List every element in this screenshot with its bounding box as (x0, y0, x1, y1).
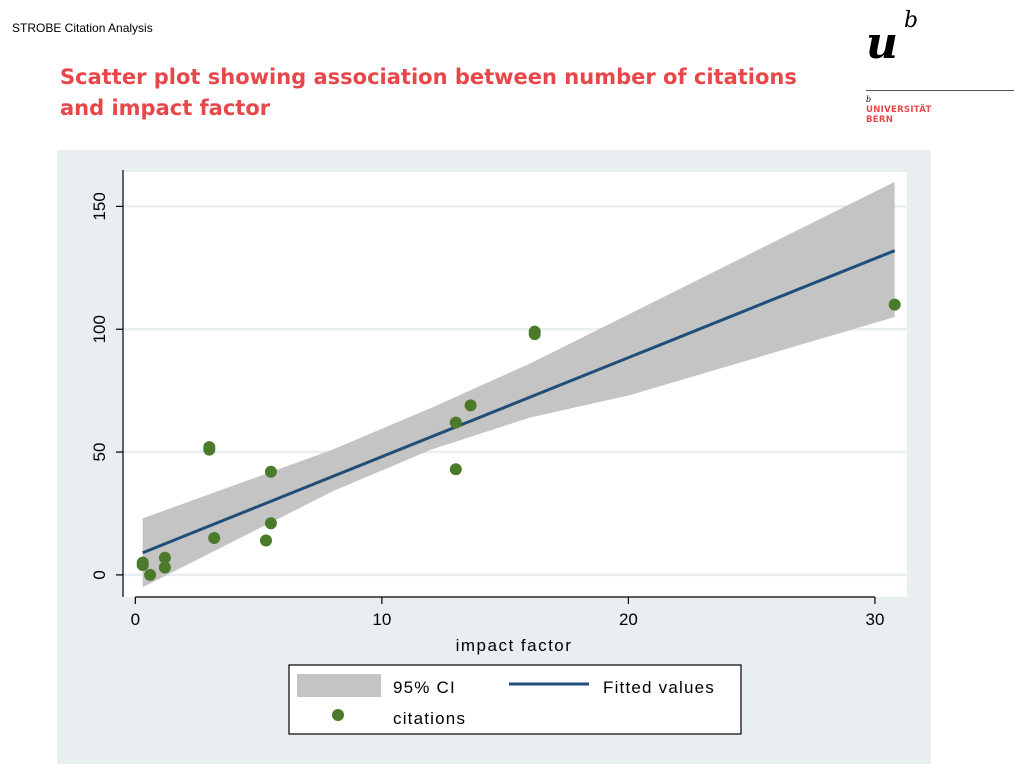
data-point-3 (158, 561, 171, 574)
x-tick-label-30: 30 (865, 610, 884, 629)
ci-band (142, 181, 895, 588)
y-tick-label-0: 0 (90, 570, 109, 579)
logo-b-superscript: b (904, 8, 919, 33)
logo-wordmark: UNIVERSITÄT BERN (866, 105, 932, 125)
logo-wordmark-line-2: BERN (866, 115, 894, 125)
y-tick-label-50: 50 (90, 443, 109, 462)
data-point-1 (136, 556, 149, 569)
legend-ci-swatch (297, 674, 381, 697)
data-point-12 (449, 416, 462, 429)
data-point-4 (158, 551, 171, 564)
x-axis-title: impact factor (456, 636, 573, 655)
logo-wordmark-line-1: UNIVERSITÄT (866, 105, 932, 115)
data-point-11 (449, 463, 462, 476)
legend-fit-label: Fitted values (603, 678, 715, 697)
ci-band-layer (142, 181, 895, 588)
x-tick-label-20: 20 (619, 610, 638, 629)
logo-divider (866, 90, 1014, 91)
data-points (136, 298, 901, 581)
running-header: STROBE Citation Analysis (12, 21, 153, 35)
axes: 0 50 100 150 0 10 20 30 (90, 170, 884, 629)
university-logo: u b b UNIVERSITÄT BERN (866, 8, 1016, 128)
legend-ci-label: 95% CI (393, 678, 456, 697)
data-point-15 (528, 325, 541, 338)
data-point-13 (464, 399, 477, 412)
fitted-line (142, 249, 896, 555)
page-title-line-1: Scatter plot showing association between… (60, 65, 797, 89)
fit-line-layer (142, 249, 896, 555)
logo-u-letter: u (866, 18, 898, 69)
legend-points-swatch (332, 709, 344, 721)
legend: 95% CI Fitted values citations (288, 664, 742, 735)
x-tick-label-10: 10 (372, 610, 391, 629)
legend-points-label: citations (393, 709, 466, 728)
y-tick-label-100: 100 (90, 315, 109, 343)
data-point-6 (203, 441, 216, 454)
y-tick-label-150: 150 (90, 192, 109, 220)
page-title-line-2: and impact factor (60, 96, 271, 120)
data-point-2 (144, 568, 157, 581)
data-point-7 (208, 532, 221, 545)
data-point-9 (264, 517, 277, 530)
x-tick-label-0: 0 (131, 610, 140, 629)
data-point-16 (888, 298, 901, 311)
scatter-chart: 0 50 100 150 0 10 20 30 impact factor 95% CI Fi… (90, 170, 907, 735)
chart-panel: 0 50 100 150 0 10 20 30 impact factor 95% CI Fi… (57, 150, 931, 764)
page-title: Scatter plot showing association between… (60, 62, 840, 124)
logo-b-small: b (866, 95, 872, 104)
data-point-8 (259, 534, 272, 547)
data-point-10 (264, 465, 277, 478)
